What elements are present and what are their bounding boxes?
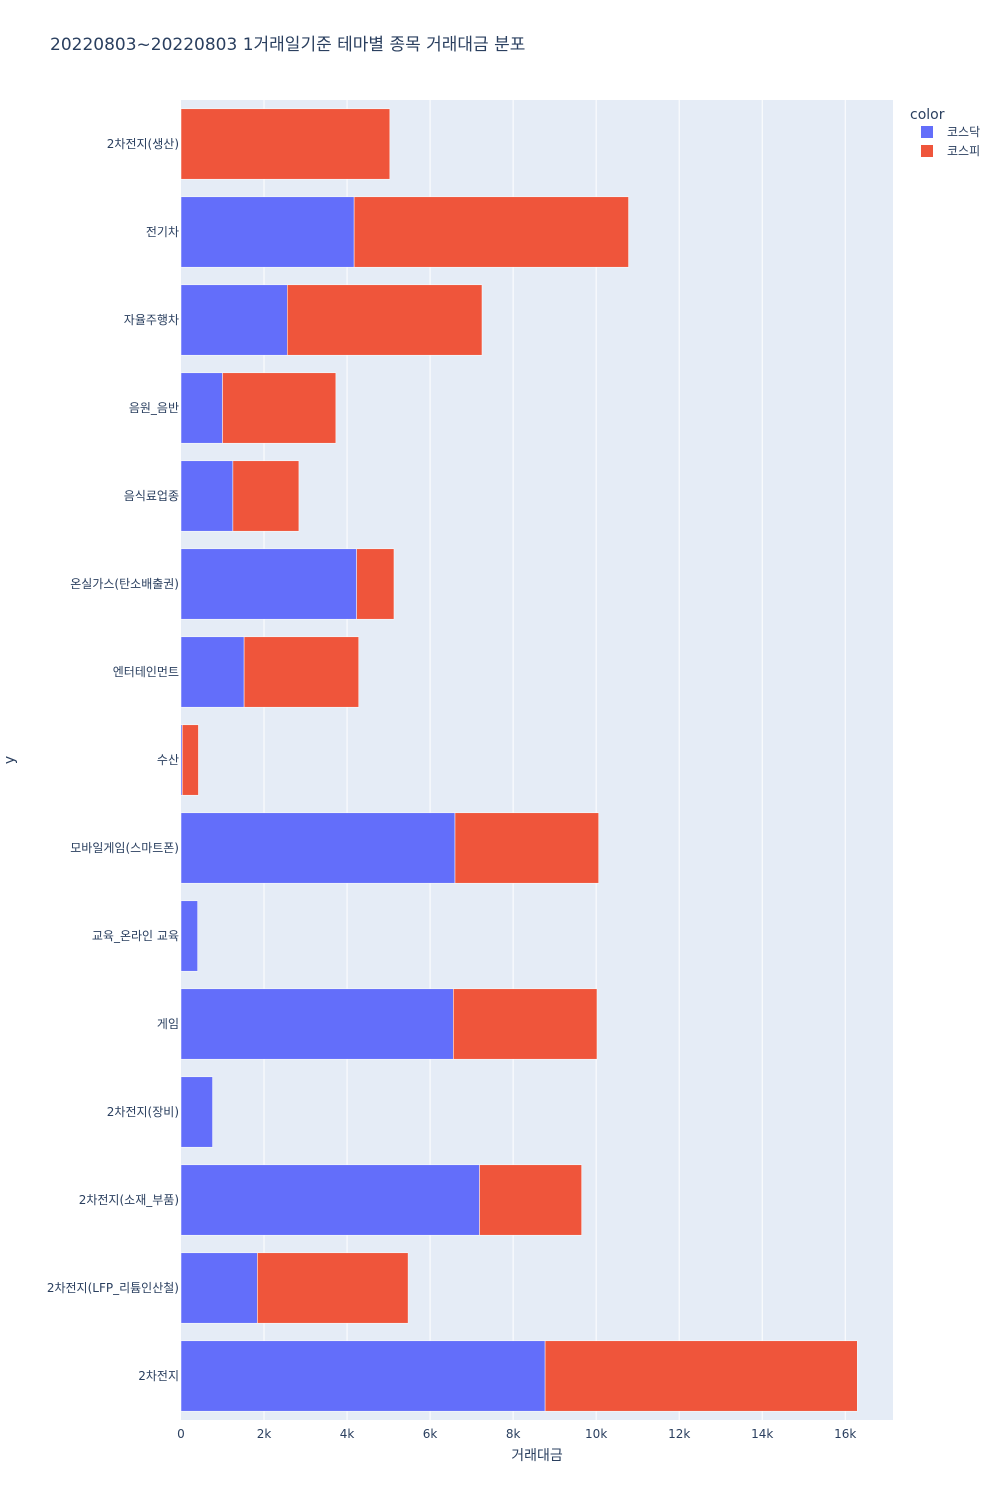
x-tick-label: 14k (751, 1427, 773, 1441)
x-tick-label: 6k (423, 1427, 438, 1441)
bar-코스닥 (180, 1340, 546, 1412)
bar-코스피 (544, 1340, 858, 1412)
bar-코스피 (479, 1164, 582, 1236)
bar-코스피 (353, 196, 629, 268)
y-tick-label: 엔터테인먼트 (113, 665, 179, 679)
y-tick-label: 2차전지(소재_부품) (79, 1193, 179, 1207)
bar-코스닥 (180, 196, 355, 268)
bar-코스피 (356, 548, 395, 620)
y-tick-label: 2차전지(LFP_리튬인산철) (47, 1281, 179, 1295)
bar-코스닥 (180, 636, 245, 708)
legend-title: color (910, 107, 945, 123)
x-tick-label: 12k (668, 1427, 690, 1441)
y-tick-label: 수산 (157, 753, 179, 767)
y-tick-label: 2차전지(생산) (107, 137, 179, 151)
y-tick-label: 모바일게임(스마트폰) (70, 841, 179, 855)
chart-title: 20220803~20220803 1거래일기준 테마별 종목 거래대금 분포 (50, 35, 525, 55)
bar-코스닥 (180, 1076, 213, 1148)
x-tick-label: 4k (340, 1427, 355, 1441)
x-tick-label: 0 (177, 1427, 185, 1441)
legend-label: 코스닥 (947, 125, 980, 139)
y-tick-label: 자율주행차 (124, 312, 179, 327)
y-tick-label: 음원_음반 (129, 401, 179, 415)
x-tick-label: 8k (506, 1427, 521, 1441)
x-tick-label: 16k (834, 1427, 856, 1441)
bar-코스닥 (180, 284, 288, 356)
legend-swatch (921, 145, 933, 157)
bar-코스닥 (180, 1252, 258, 1324)
bar-코스피 (180, 108, 391, 180)
x-tick-label: 10k (585, 1427, 607, 1441)
legend-label: 코스피 (947, 144, 980, 158)
y-tick-label: 2차전지 (138, 1369, 179, 1383)
y-tick-label: 2차전지(장비) (107, 1105, 179, 1119)
bar-코스피 (181, 724, 199, 796)
x-axis-title: 거래대금 (511, 1448, 563, 1464)
bars (180, 108, 858, 1412)
bar-코스닥 (180, 900, 198, 972)
bar-코스닥 (180, 372, 223, 444)
y-tick-label: 전기차 (146, 225, 179, 239)
y-axis-title: y (2, 756, 18, 764)
bar-코스피 (232, 460, 300, 532)
y-tick-label: 교육_온라인 교육 (92, 929, 179, 943)
bar-코스닥 (180, 548, 357, 620)
bar-코스닥 (180, 988, 454, 1060)
bar-코스닥 (180, 1164, 480, 1236)
bar-코스피 (287, 284, 483, 356)
y-tick-label: 음식료업종 (124, 489, 179, 503)
bar-코스피 (257, 1252, 409, 1324)
x-axis-ticks: 0 2k 4k 6k 8k 10k 12k 14k 16k (177, 1427, 856, 1441)
bar-코스피 (454, 812, 599, 884)
legend-swatch (921, 126, 933, 138)
bar-코스피 (222, 372, 337, 444)
bar-코스피 (243, 636, 359, 708)
y-tick-label: 온실가스(탄소배출권) (70, 577, 179, 591)
bar-코스닥 (180, 460, 234, 532)
bar-코스닥 (180, 812, 456, 884)
bar-코스피 (453, 988, 598, 1060)
x-tick-label: 2k (257, 1427, 272, 1441)
y-tick-label: 게임 (157, 1017, 179, 1031)
